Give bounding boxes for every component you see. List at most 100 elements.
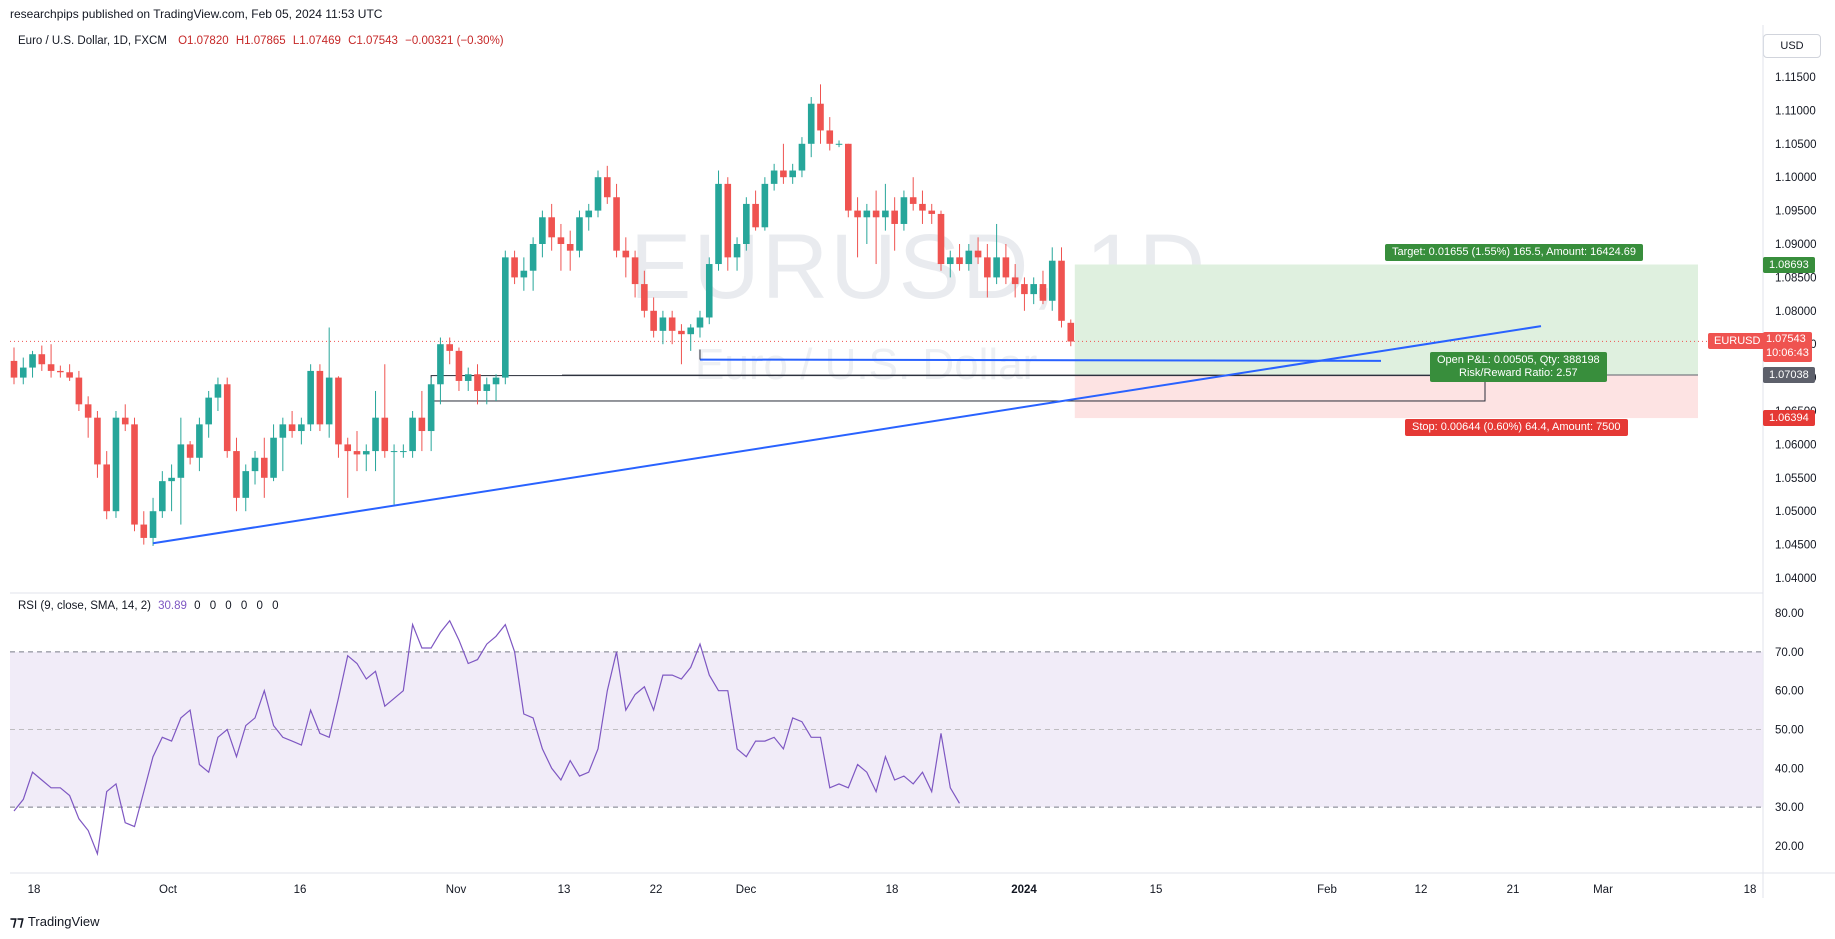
entry-price-tag: 1.07038 [1763,367,1815,384]
candle-body [196,424,203,458]
candle-body [242,471,250,498]
candle-body [650,310,657,331]
candle-body [29,354,36,368]
candle-body [557,237,565,244]
time-tick-label: 13 [558,884,571,896]
candle-body [418,417,426,432]
rsi-tick-label: 60.00 [1775,686,1804,698]
rsi-line [13,619,961,857]
candle-body [733,244,741,258]
ohlc-high: H1.07865 [235,35,286,47]
candle-body [335,377,342,445]
price-tick-label: 1.09500 [1775,206,1817,218]
candle-body [57,370,64,373]
candle-body [974,250,982,258]
bar-countdown: 10:06:43 [1766,347,1809,360]
candle-body [891,210,898,224]
time-tick-label: Nov [446,884,467,896]
candle-body [780,170,787,178]
candle-body [168,477,175,482]
currency-button[interactable]: USD [1763,34,1821,58]
time-tick-label: Dec [736,884,757,896]
candle-body [1058,260,1065,321]
candle-body [900,197,908,224]
candle-body [715,183,722,265]
candle-body [576,217,583,251]
candle-body [260,457,268,478]
candle-body [919,203,926,211]
tradingview-logo[interactable]: ⁊⁊ TradingView [10,913,99,930]
time-axis[interactable]: 18 Oct 16 Nov 13 22 Dec 18 2024 15 Feb 12 21 Mar 18 [28,884,1757,896]
ohlc-low: L1.07469 [292,35,341,47]
price-tick-label: 1.04000 [1775,573,1817,585]
candle-body [724,183,732,258]
price-axis[interactable]: 1.11500 1.11000 1.10500 1.10000 1.09500 1.090… [1775,72,1817,585]
stop-price-tag: 1.06394 [1763,410,1815,427]
candle-body [381,417,389,452]
candle-body [937,213,945,265]
candle-body [362,451,370,455]
candle-body [446,344,453,351]
ohlc-close: C1.07543 [348,35,398,47]
candle-body [84,404,92,418]
candle-body [214,384,222,398]
candle-body [928,210,936,214]
candle-body [19,367,27,378]
candle-body [761,183,769,228]
candle-body [752,203,759,228]
tradingview-logo-icon: ⁊⁊ [10,913,24,929]
time-tick-label: 2024 [1011,884,1037,896]
price-tick-label: 1.06000 [1775,439,1817,451]
candle-body [539,217,546,244]
rsi-legend[interactable]: RSI (9, close, SMA, 14, 2) 30.89 0 0 0 0… [18,600,281,612]
candle-body [390,451,398,453]
price-tick-label: 1.09000 [1775,239,1817,251]
rsi-tick-label: 50.00 [1775,725,1804,737]
symbol-legend[interactable]: Euro / U.S. Dollar, 1D, FXCM O1.07820 H1… [18,35,504,47]
rsi-name: RSI (9, close, SMA, 14, 2) [18,600,151,612]
ohlc-open: O1.07820 [178,35,229,47]
candle-body [47,364,55,371]
time-tick-label: 22 [650,884,663,896]
candle-body [511,257,518,278]
candle-body [140,524,148,538]
support-trendline[interactable] [699,358,1382,362]
candle-body [845,143,852,211]
rising-trendline[interactable] [152,325,1542,545]
candle-body [325,377,333,425]
candle-body [270,437,277,478]
candle-body [464,374,472,381]
candle-body [492,377,500,385]
candle-body [984,257,991,278]
candle-body [807,103,815,144]
candle-body [789,170,796,178]
candle-body [1039,284,1047,301]
candle-body [427,384,435,432]
candle-body [1021,284,1028,295]
candle-body [909,197,917,204]
symbol-name: Euro / U.S. Dollar, 1D, FXCM [18,35,167,47]
candle-body [400,451,407,453]
rsi-tick-label: 20.00 [1775,841,1804,853]
candle-body [585,210,593,218]
candle-body [344,444,352,452]
candle-body [1030,284,1037,295]
candle-body [251,457,259,472]
candle-body [835,143,843,145]
rsi-axis[interactable]: 80.00 70.00 60.00 50.00 40.00 30.00 20.00 [1775,608,1804,853]
candle-body [659,317,667,331]
candle-body [668,317,676,331]
candle-body [705,264,713,318]
candle-body [94,417,101,465]
price-tick-label: 1.10000 [1775,172,1817,184]
candle-body [177,444,185,478]
watermark-name: Euro / U.S. Dollar [695,340,1038,389]
rsi-tick-label: 70.00 [1775,647,1804,659]
price-tick-label: 1.08000 [1775,306,1817,318]
candle-body [159,481,166,512]
candle-body [353,451,361,455]
candle-body [817,103,824,131]
candle-body [316,370,324,425]
time-tick-label: 21 [1507,884,1520,896]
